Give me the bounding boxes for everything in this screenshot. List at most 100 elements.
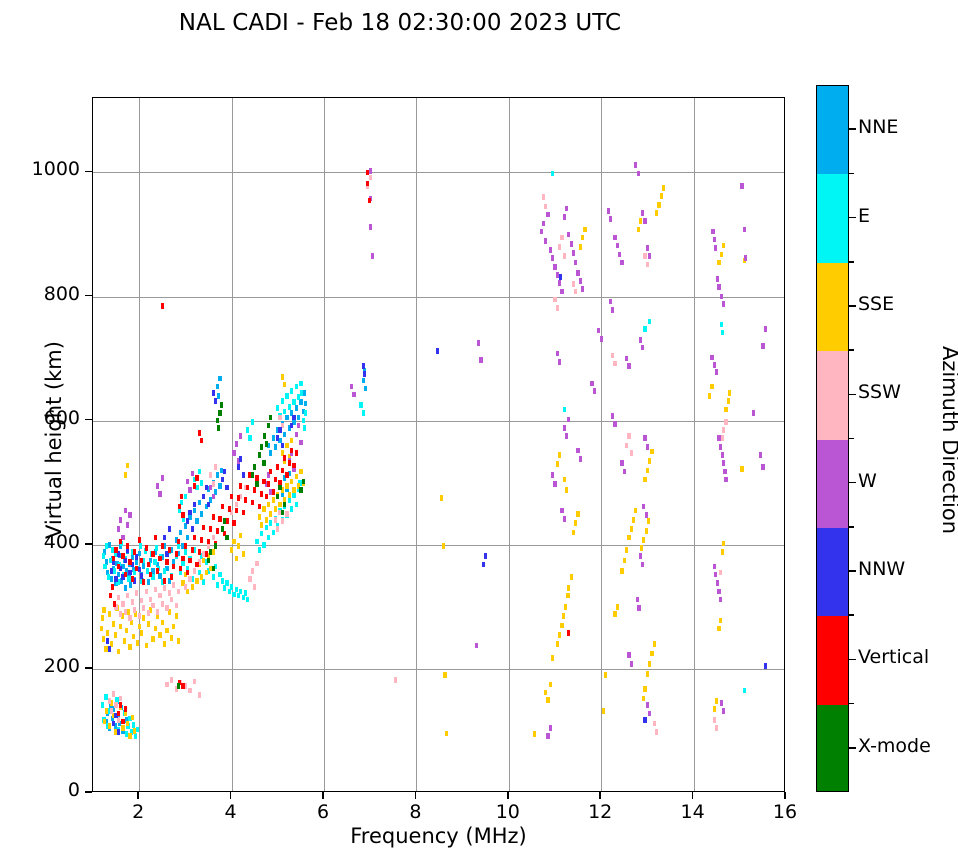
echo-point [280, 422, 285, 429]
echo-point [158, 573, 162, 579]
echo-point [232, 538, 236, 545]
echo-point [211, 481, 215, 487]
echo-point [583, 226, 587, 233]
echo-point [180, 493, 184, 500]
echo-point [142, 557, 146, 564]
echo-point [202, 557, 206, 564]
echo-point [562, 515, 566, 522]
echo-point [204, 503, 208, 510]
echo-point [250, 568, 254, 574]
echo-point [135, 590, 139, 596]
echo-point [262, 460, 266, 466]
echo-point [112, 712, 116, 719]
echo-point [110, 584, 114, 590]
echo-point [359, 402, 363, 408]
echo-point [294, 473, 298, 480]
echo-point [122, 638, 127, 644]
echo-point [303, 410, 308, 417]
echo-point [128, 512, 132, 518]
echo-point [299, 439, 303, 446]
echo-point [724, 476, 728, 483]
echo-point [165, 627, 169, 634]
echo-point [435, 348, 439, 354]
echo-point [197, 569, 201, 576]
echo-point [715, 698, 719, 704]
y-tick-mark [85, 791, 92, 793]
echo-point [178, 679, 182, 686]
echo-point [708, 393, 712, 399]
echo-point [484, 553, 488, 559]
echo-point [627, 363, 631, 369]
echo-point [107, 574, 111, 580]
echo-point [629, 661, 633, 667]
echo-point [137, 566, 141, 573]
echo-point [236, 458, 241, 464]
echo-point [158, 491, 162, 497]
echo-point [722, 242, 726, 249]
echo-point [481, 561, 485, 568]
echo-point [642, 537, 646, 543]
echo-point [217, 425, 221, 431]
colorbar-segment [817, 439, 848, 529]
colorbar-segment [817, 704, 848, 791]
echo-point [128, 644, 132, 650]
echo-point [441, 543, 445, 549]
echo-point [206, 557, 211, 564]
echo-point [571, 529, 576, 536]
y-tick-label: 200 [43, 654, 80, 677]
echo-point [367, 197, 371, 204]
echo-point [368, 224, 372, 230]
echo-point [717, 625, 721, 632]
colorbar-tick-mark [849, 747, 856, 749]
echo-point [99, 625, 103, 632]
echo-point [278, 437, 282, 444]
echo-point [300, 389, 304, 396]
echo-point [352, 391, 356, 398]
echo-point [183, 584, 187, 590]
echo-point [156, 609, 160, 615]
echo-point [553, 296, 557, 303]
echo-point [160, 579, 164, 585]
echo-point [160, 619, 164, 626]
echo-point [292, 492, 296, 498]
echo-point [477, 340, 481, 346]
colorbar-segment [817, 174, 848, 264]
echo-point [229, 509, 234, 516]
colorbar-boundary-tick [849, 260, 854, 263]
echo-point [169, 546, 174, 553]
echo-point [216, 383, 220, 390]
echo-point [299, 399, 303, 405]
gridline-vertical [601, 98, 603, 791]
echo-point [266, 481, 271, 487]
echo-point [160, 600, 164, 607]
echo-point [444, 730, 449, 737]
echo-point [296, 422, 301, 429]
echo-point [165, 681, 169, 688]
echo-point [106, 630, 110, 636]
echo-point [278, 509, 282, 516]
echo-point [106, 638, 110, 644]
echo-point [280, 487, 285, 493]
echo-point [132, 549, 137, 556]
echo-point [742, 226, 747, 233]
echo-point [287, 470, 291, 477]
echo-point [613, 234, 617, 241]
echo-point [146, 579, 151, 585]
echo-point [100, 615, 104, 621]
echo-point [107, 541, 111, 548]
echo-point [564, 433, 569, 439]
echo-point [363, 368, 367, 374]
echo-point [178, 503, 182, 510]
echo-point [260, 443, 264, 450]
echo-point [474, 642, 479, 649]
echo-point [299, 380, 303, 387]
echo-point [717, 435, 721, 441]
echo-point [560, 622, 564, 629]
echo-point [294, 405, 298, 412]
echo-point [186, 565, 190, 572]
echo-point [246, 484, 250, 491]
echo-point [197, 559, 201, 565]
echo-point [532, 731, 536, 737]
echo-point [209, 565, 213, 572]
